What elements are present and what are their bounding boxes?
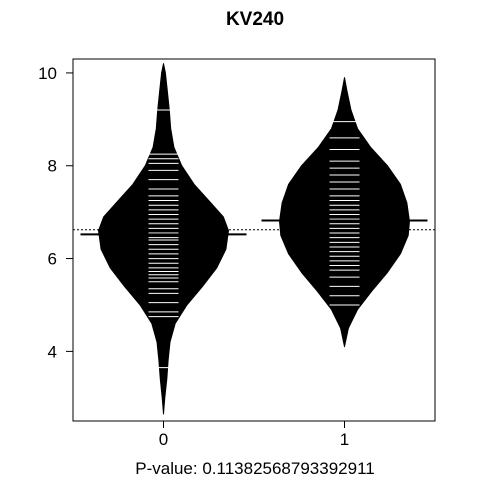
bean-1 — [279, 77, 410, 348]
y-tick-label: 10 — [38, 64, 57, 83]
chart-title: KV240 — [226, 9, 284, 30]
y-axis: 4 6 8 10 — [38, 64, 73, 361]
plot-frame — [72, 58, 436, 422]
x-tick-label: 1 — [340, 430, 349, 449]
beans-layer — [80, 63, 428, 415]
y-tick-label: 6 — [48, 250, 57, 269]
y-tick-label: 4 — [48, 342, 57, 361]
x-tick-label: 0 — [159, 430, 168, 449]
bean-0 — [98, 63, 229, 415]
x-axis-label: P-value: 0.11382568793392911 — [135, 459, 374, 478]
y-tick-label: 8 — [48, 157, 57, 176]
